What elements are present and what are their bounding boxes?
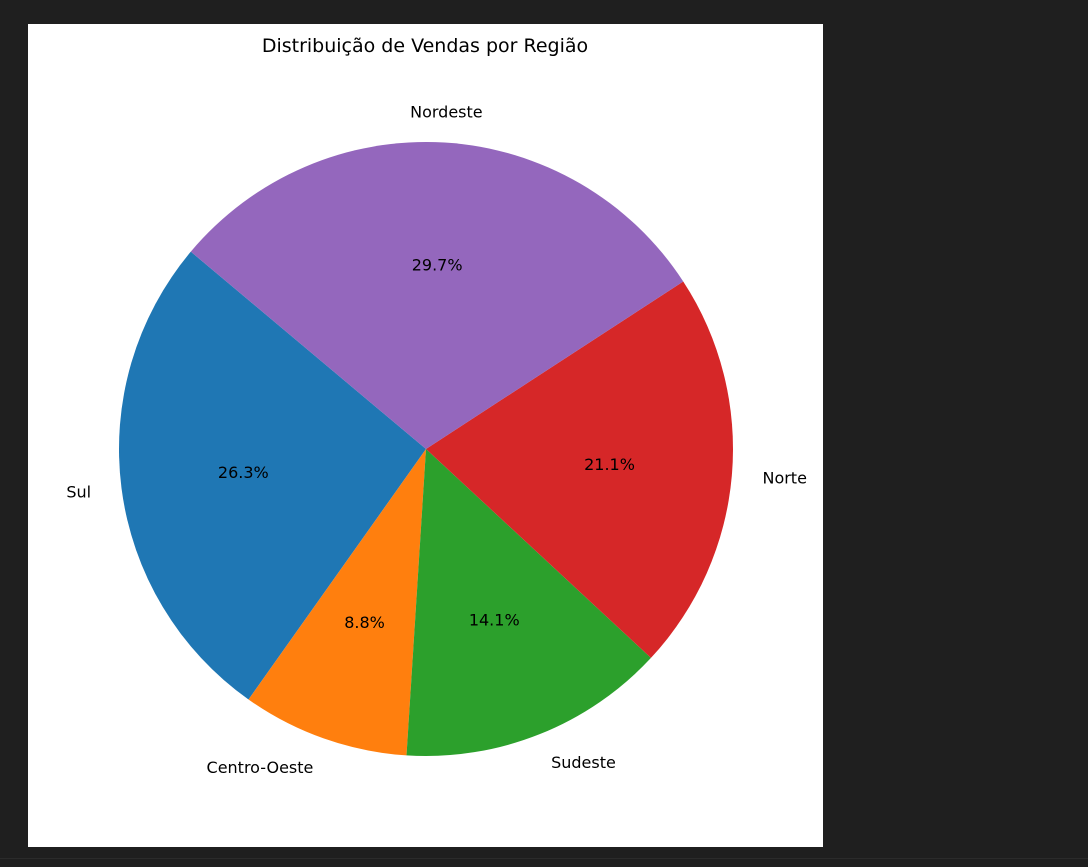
pie-pct-label-norte: 21.1% <box>584 455 635 474</box>
pie-slice-centro-oeste <box>248 449 426 756</box>
pie-pct-label-centro-oeste: 8.8% <box>344 613 385 632</box>
pie-category-label-centro-oeste: Centro-Oeste <box>207 758 314 777</box>
pie-slice-sudeste <box>406 449 651 756</box>
pie-category-label-sudeste: Sudeste <box>551 753 616 772</box>
pie-category-label-sul: Sul <box>66 483 91 502</box>
pie-pct-label-sul: 26.3% <box>218 463 269 482</box>
chart-title: Distribuição de Vendas por Região <box>262 35 588 57</box>
pie-chart: Distribuição de Vendas por Região 26.3% S… <box>66 35 807 777</box>
pie-category-label-nordeste: Nordeste <box>410 102 483 121</box>
pie-pct-label-nordeste: 29.7% <box>412 256 463 275</box>
pie-category-label-norte: Norte <box>762 468 806 487</box>
pie-slice-norte <box>426 281 733 658</box>
pie-slice-nordeste <box>190 141 684 449</box>
pie-labels: 26.3% Sul 8.8% Centro-Oeste 14.1% Sudeste 21.1… <box>66 102 807 776</box>
pie-pct-label-sudeste: 14.1% <box>469 611 520 630</box>
pie-slice-sul <box>118 251 427 700</box>
pie-slices <box>118 141 733 756</box>
bottom-divider <box>0 858 1088 859</box>
figure-canvas: Distribuição de Vendas por Região 26.3% S… <box>28 24 823 847</box>
